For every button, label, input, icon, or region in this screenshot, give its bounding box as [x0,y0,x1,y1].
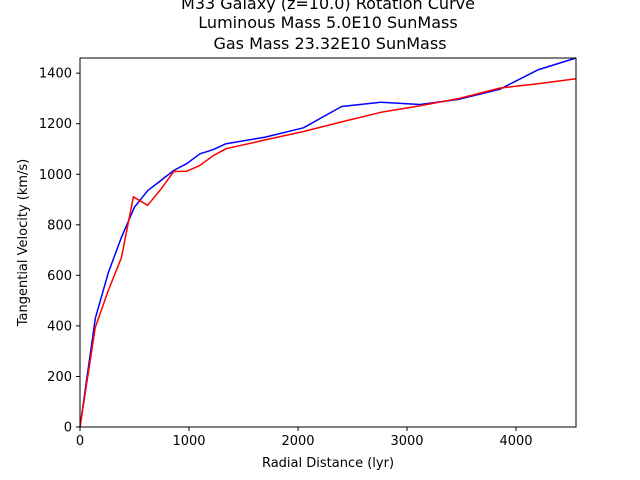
y-axis-label: Tangential Velocity (km/s) [16,159,31,328]
series-line-red [79,77,577,428]
y-tick-label: 1000 [39,168,72,183]
title-line-2: Luminous Mass 5.0E10 SunMass [198,13,457,32]
title-line-3: Gas Mass 23.32E10 SunMass [213,34,446,53]
x-tick-label: 0 [76,434,84,449]
y-tick-label: 800 [47,218,72,233]
y-axis-ticks: 0 200 400 600 800 1000 1200 1400 [39,67,80,436]
axes-frame [79,57,577,428]
x-axis-label: Radial Distance (lyr) [262,456,394,471]
x-tick-label: 3000 [390,434,423,449]
y-tick-label: 1200 [39,117,72,132]
x-tick-label: 1000 [172,434,205,449]
y-tick-label: 200 [47,370,72,385]
x-axis-ticks: 0 1000 2000 3000 4000 [76,427,533,449]
y-tick-label: 1400 [39,67,72,82]
y-tick-label: 400 [47,319,72,334]
plot-area [79,57,577,428]
y-tick-label: 600 [47,269,72,284]
x-tick-label: 2000 [281,434,314,449]
title-line-1: M33 Galaxy (z=10.0) Rotation Curve [181,0,475,13]
chart-title: M33 Galaxy (z=10.0) Rotation Curve Lumin… [181,0,475,53]
x-tick-label: 4000 [499,434,532,449]
series-layer [79,57,577,428]
y-tick-label: 0 [64,421,72,436]
